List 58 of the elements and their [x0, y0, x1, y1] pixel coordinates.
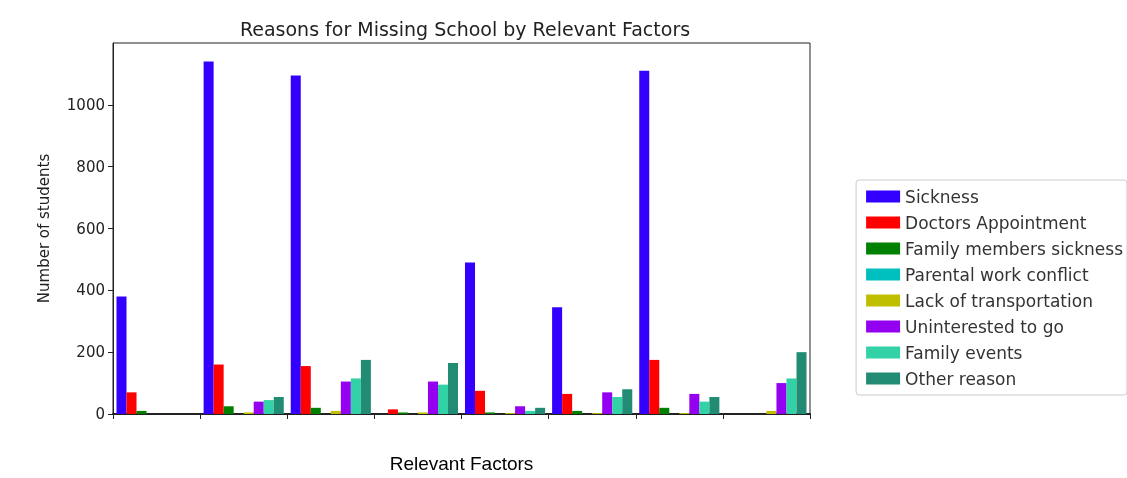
- bar: [786, 378, 797, 414]
- bar: [515, 406, 526, 414]
- legend-label: Parental work conflict: [905, 264, 1089, 285]
- bar: [622, 389, 633, 414]
- bar: [475, 390, 486, 414]
- legend-label: Lack of transportation: [905, 290, 1093, 311]
- bar: [464, 262, 475, 414]
- legend-label: Other reason: [905, 368, 1017, 389]
- bar: [602, 392, 613, 414]
- bar: [776, 383, 787, 414]
- bar: [766, 410, 777, 414]
- bar: [525, 410, 536, 414]
- bar: [535, 407, 546, 414]
- y-tick-label: 400: [76, 281, 105, 300]
- bar: [572, 410, 583, 414]
- bar: [709, 397, 720, 414]
- bar: [448, 362, 459, 414]
- bar: [340, 381, 351, 414]
- bar: [612, 397, 623, 414]
- bar: [796, 352, 807, 414]
- bar: [387, 409, 398, 414]
- chart-title: Reasons for Missing School by Relevant Factors: [239, 17, 691, 40]
- bar: [437, 384, 448, 414]
- y-axis-title: Number of students: [34, 153, 53, 304]
- bar: [649, 359, 660, 414]
- legend-label: Sickness: [905, 186, 979, 207]
- bar: [659, 407, 670, 414]
- bar: [639, 70, 650, 414]
- bar: [360, 359, 371, 414]
- bar: [253, 401, 264, 414]
- bar: [213, 364, 224, 414]
- bar: [330, 410, 341, 414]
- bar: [552, 307, 563, 414]
- bar: [350, 378, 361, 414]
- y-tick-label: 600: [76, 219, 105, 238]
- bar: [136, 410, 147, 414]
- bar: [203, 61, 214, 414]
- bar: [689, 393, 700, 414]
- bar: [273, 397, 284, 414]
- bar: [300, 366, 311, 414]
- y-tick-label: 200: [76, 343, 105, 362]
- y-tick-label: 1000: [66, 95, 105, 114]
- bar: [699, 401, 710, 414]
- bar: [263, 400, 274, 414]
- bar: [562, 393, 573, 414]
- bar: [290, 75, 301, 414]
- bar: [310, 407, 321, 414]
- legend-label: Doctors Appointment: [905, 212, 1087, 233]
- y-tick-label: 800: [76, 157, 105, 176]
- legend-label: Family events: [905, 342, 1023, 363]
- bar: [116, 296, 127, 414]
- bar: [427, 381, 438, 414]
- legend-label: Uninterested to go: [905, 316, 1064, 337]
- legend-label: Family members sickness: [905, 238, 1124, 259]
- x-axis-title: Relevant Factors: [389, 453, 534, 474]
- y-tick-label: 0: [95, 405, 105, 423]
- bar: [223, 406, 234, 414]
- bar: [126, 392, 137, 414]
